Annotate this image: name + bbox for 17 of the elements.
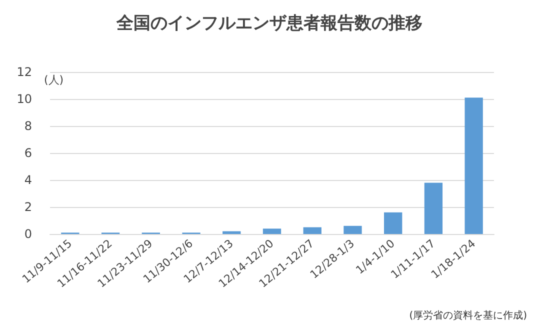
bar — [464, 98, 483, 234]
y-tick-label: 10 — [16, 92, 32, 106]
y-tick-label: 0 — [24, 227, 32, 241]
bar — [262, 228, 282, 234]
bar — [384, 212, 402, 234]
bar — [222, 231, 241, 234]
y-tick-label: 12 — [16, 65, 32, 79]
y-axis-title: (人) — [44, 74, 64, 86]
bar — [424, 182, 443, 234]
chart-title: 全国のインフルエンザ患者報告数の推移 — [116, 14, 422, 34]
y-tick-label: 6 — [24, 146, 32, 160]
y-tick-label: 2 — [24, 200, 32, 214]
y-tick-label: 8 — [24, 119, 32, 133]
bar — [303, 227, 322, 234]
y-tick-label: 4 — [24, 173, 32, 187]
text: (厚労省の資料を基に作成) — [409, 310, 528, 322]
bar — [344, 226, 362, 234]
